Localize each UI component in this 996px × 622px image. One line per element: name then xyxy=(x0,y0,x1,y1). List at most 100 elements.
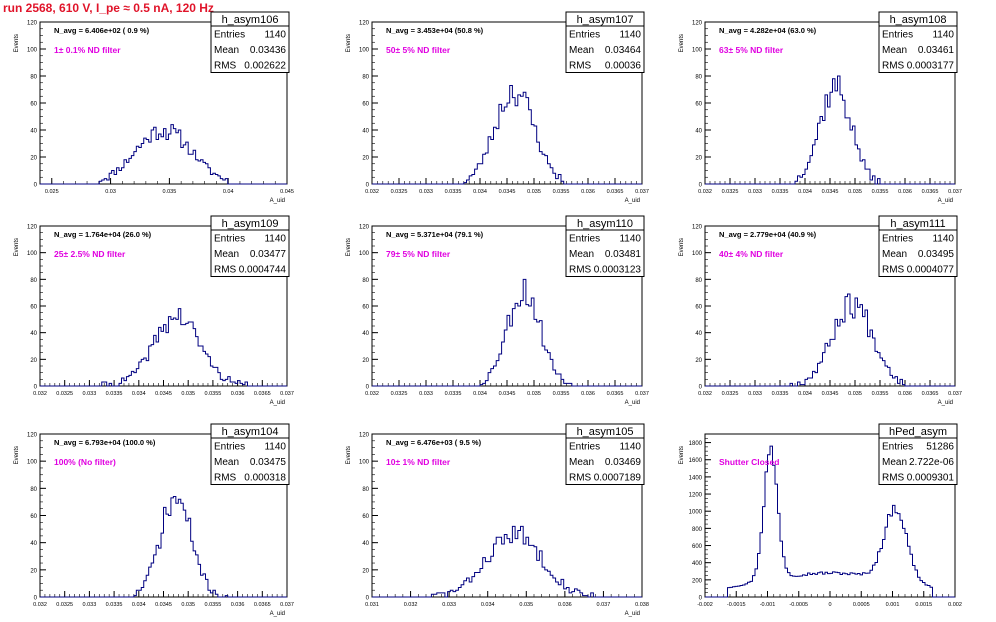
x-tick-label: 0.0355 xyxy=(872,391,889,397)
x-tick-label: 0.0365 xyxy=(254,602,271,608)
stats-key-rms: RMS xyxy=(569,473,592,484)
histogram-panel-h_asym109: 0 20 40 60 80 100 120 0.032 0.0325 0.033 0.0335 0.0… xyxy=(14,215,294,406)
y-tick-label: 200 xyxy=(692,578,703,584)
stats-value-entries: 1140 xyxy=(619,442,641,453)
x-tick-label: 0.032 xyxy=(698,189,712,195)
x-tick-label: 0.036 xyxy=(558,602,572,608)
stats-key-rms: RMS xyxy=(569,265,592,276)
x-tick-label: 0.0335 xyxy=(445,189,462,195)
histogram-title: h_asym105 xyxy=(577,426,634,438)
y-tick-label: 100 xyxy=(692,48,703,54)
x-tick-label: 0.037 xyxy=(948,189,962,195)
stats-value-rms: 0.0004744 xyxy=(239,265,287,276)
x-tick-label: 0.0345 xyxy=(822,189,839,195)
y-tick-label: 80 xyxy=(695,75,702,81)
y-axis-label: Events xyxy=(346,34,352,52)
y-tick-label: 0 xyxy=(34,596,38,602)
x-tick-label: 0.035 xyxy=(181,391,195,397)
x-tick-label: 0.031 xyxy=(365,602,379,608)
histogram-line xyxy=(40,495,287,598)
y-tick-label: 1000 xyxy=(689,510,703,516)
x-tick-label: 0.035 xyxy=(848,391,862,397)
stats-key-mean: Mean xyxy=(569,249,594,260)
stats-key-rms: RMS xyxy=(882,265,905,276)
run-title: run 2568, 610 V, I_pe ≈ 0.5 nA, 120 Hz xyxy=(3,1,214,15)
y-tick-label: 60 xyxy=(362,305,369,311)
histogram-title: h_asym106 xyxy=(222,14,279,26)
x-axis-label: A_uid xyxy=(625,198,640,204)
histogram-panel-h_asym105: 0 20 40 60 80 100 120 0.031 0.032 0.033 0.034 0.035… xyxy=(346,423,649,617)
y-tick-label: 80 xyxy=(30,487,37,493)
filter-annotation: 63± 5% ND filter xyxy=(719,45,784,55)
x-tick-label: 0.0365 xyxy=(922,391,939,397)
y-tick-label: 0 xyxy=(699,183,703,189)
x-tick-label: 0.0365 xyxy=(607,189,624,195)
x-tick-label: 0.0325 xyxy=(722,189,739,195)
y-tick-label: 0 xyxy=(699,385,703,391)
y-tick-label: 120 xyxy=(27,433,38,439)
x-tick-label: 0.0335 xyxy=(772,189,789,195)
y-tick-label: 0 xyxy=(34,183,38,189)
x-tick-label: 0.033 xyxy=(83,391,97,397)
stats-value-rms: 0.0007189 xyxy=(594,473,642,484)
stats-value-mean: 0.03461 xyxy=(918,45,955,56)
n-avg-label: N_avg = 1.764e+04 (26.0 %) xyxy=(54,230,152,239)
histogram-line xyxy=(705,293,955,387)
y-tick-label: 40 xyxy=(30,129,37,135)
histogram-line xyxy=(40,308,287,387)
x-tick-label: 0.0325 xyxy=(722,391,739,397)
n-avg-label: N_avg = 3.453e+04 (50.8 %) xyxy=(386,26,484,35)
x-axis-label: A_uid xyxy=(270,611,285,617)
y-tick-label: 400 xyxy=(692,561,703,567)
y-tick-label: 120 xyxy=(692,21,703,27)
stats-value-rms: 0.000318 xyxy=(244,473,286,484)
y-tick-label: 80 xyxy=(362,75,369,81)
y-tick-label: 0 xyxy=(366,385,370,391)
n-avg-label: N_avg = 6.793e+04 (100.0 %) xyxy=(54,438,156,447)
stats-value-rms: 0.0004077 xyxy=(907,265,955,276)
x-tick-label: 0.034 xyxy=(481,602,495,608)
filter-annotation: 79± 5% ND filter xyxy=(386,249,451,259)
y-tick-label: 120 xyxy=(27,225,38,231)
histogram-title: h_asym110 xyxy=(577,218,633,230)
x-tick-label: 0.037 xyxy=(635,189,649,195)
x-tick-label: 0.034 xyxy=(473,391,487,397)
y-tick-label: 120 xyxy=(27,21,38,27)
x-tick-label: 0.0355 xyxy=(872,189,889,195)
x-tick-label: -0.002 xyxy=(697,602,713,608)
x-tick-label: 0.032 xyxy=(365,391,379,397)
y-tick-label: 100 xyxy=(27,48,38,54)
stats-key-rms: RMS xyxy=(214,61,237,72)
y-tick-label: 1600 xyxy=(689,458,703,464)
n-avg-label: N_avg = 6.406e+02 ( 0.9 %) xyxy=(54,26,150,35)
stats-box xyxy=(565,11,645,73)
x-tick-label: 0.034 xyxy=(473,189,487,195)
n-avg-label: N_avg = 5.371e+04 (79.1 %) xyxy=(386,230,484,239)
histogram-title: h_asym109 xyxy=(222,218,279,230)
y-tick-label: 60 xyxy=(30,305,37,311)
x-tick-label: 0.036 xyxy=(898,189,912,195)
stats-value-entries: 1140 xyxy=(264,30,286,41)
stats-key-rms: RMS xyxy=(214,265,237,276)
y-tick-label: 100 xyxy=(359,48,370,54)
histogram-title: h_asym108 xyxy=(890,14,947,26)
stats-key-rms: RMS xyxy=(214,473,237,484)
x-tick-label: 0.0015 xyxy=(915,602,932,608)
filter-annotation: 40± 4% ND filter xyxy=(719,249,784,259)
y-tick-label: 60 xyxy=(362,514,369,520)
histogram-panel-h_asym106: 0 20 40 60 80 100 120 0.025 0.03 0.035 0.04 0.045 Ev… xyxy=(14,11,294,204)
x-tick-label: 0.037 xyxy=(280,602,294,608)
x-tick-label: 0.032 xyxy=(33,391,47,397)
n-avg-label: N_avg = 6.476e+03 ( 9.5 %) xyxy=(386,438,482,447)
stats-value-entries: 1140 xyxy=(932,234,954,245)
x-tick-label: 0.036 xyxy=(581,391,595,397)
x-axis-label: A_uid xyxy=(625,611,640,617)
x-tick-label: 0.0355 xyxy=(553,391,570,397)
stats-box xyxy=(210,215,290,277)
x-tick-label: -0.0005 xyxy=(789,602,808,608)
x-tick-label: 0.037 xyxy=(635,391,649,397)
x-tick-label: 0.034 xyxy=(132,602,146,608)
x-axis-label: A_uid xyxy=(270,198,285,204)
y-tick-label: 40 xyxy=(695,331,702,337)
